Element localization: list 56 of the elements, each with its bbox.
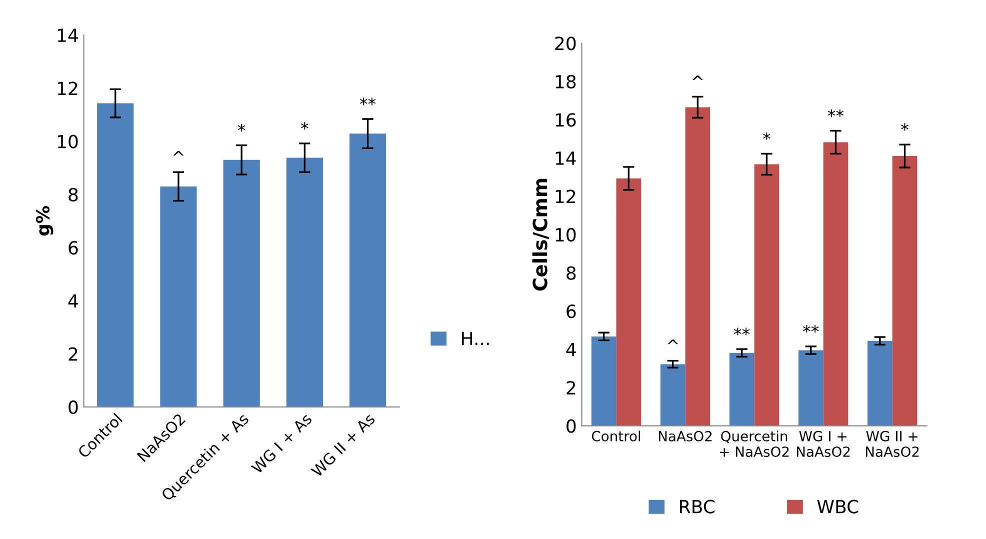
bar	[286, 158, 323, 407]
annotation: ^	[668, 340, 678, 344]
bar	[823, 142, 848, 426]
annotation: **	[803, 325, 819, 333]
y-tick-label: 14	[556, 152, 576, 165]
legend-label: WBC	[817, 500, 858, 514]
bar	[660, 364, 686, 426]
bar	[223, 160, 260, 407]
annotation: *	[901, 123, 908, 131]
annotation: *	[238, 124, 246, 132]
y-tick-label: 8	[68, 188, 78, 202]
y-tick-label: 4	[68, 294, 78, 308]
annotation: *	[301, 122, 308, 130]
bar	[685, 107, 710, 426]
annotation: ^	[173, 150, 184, 156]
bar	[798, 350, 824, 426]
y-tick-label: 10	[58, 134, 78, 148]
bar	[616, 178, 642, 426]
y-tick-label: 20	[555, 36, 576, 50]
bar	[729, 352, 754, 426]
y-tick-label: 2	[68, 347, 78, 361]
bar	[754, 164, 780, 426]
y-tick-label: 12	[556, 190, 576, 204]
x-tick-label: Control	[592, 430, 640, 442]
x-tick-label: WG I + NaAsO2	[796, 430, 850, 457]
y-axis-title: g%	[36, 206, 54, 236]
y-tick-label: 16	[556, 113, 576, 127]
bar	[97, 103, 134, 407]
y-tick-label: 14	[58, 28, 78, 42]
y-tick-label: 0	[566, 419, 576, 433]
y-tick-label: 6	[566, 304, 576, 318]
y-axis-title: Cells/Cmm	[532, 178, 549, 291]
bar	[160, 186, 197, 407]
y-tick-label: 8	[566, 266, 576, 280]
bar	[591, 336, 616, 426]
bar	[349, 134, 386, 407]
y-tick-label: 10	[556, 228, 576, 242]
y-tick-label: 0	[68, 400, 78, 414]
x-tick-label: NaAsO2	[658, 430, 712, 442]
annotation: ^	[692, 76, 703, 80]
x-tick-label: Quercetin + NaAsO2	[720, 430, 789, 457]
y-tick-label: 18	[556, 74, 576, 89]
x-tick-label: WG II + As	[310, 412, 376, 478]
y-tick-label: 6	[68, 241, 78, 255]
bar	[892, 156, 918, 426]
y-tick-label: 2	[566, 381, 576, 394]
annotation: **	[828, 109, 844, 117]
bar	[867, 340, 892, 426]
y-tick-label: 12	[58, 82, 78, 96]
annotation: **	[734, 328, 750, 336]
x-tick-label: WG II + NaAsO2	[866, 430, 919, 457]
annotation: **	[360, 98, 376, 106]
annotation: *	[763, 132, 770, 140]
legend-label: RBC	[680, 500, 715, 514]
y-tick-label: 4	[566, 342, 576, 356]
legend-label: H...	[462, 332, 489, 345]
